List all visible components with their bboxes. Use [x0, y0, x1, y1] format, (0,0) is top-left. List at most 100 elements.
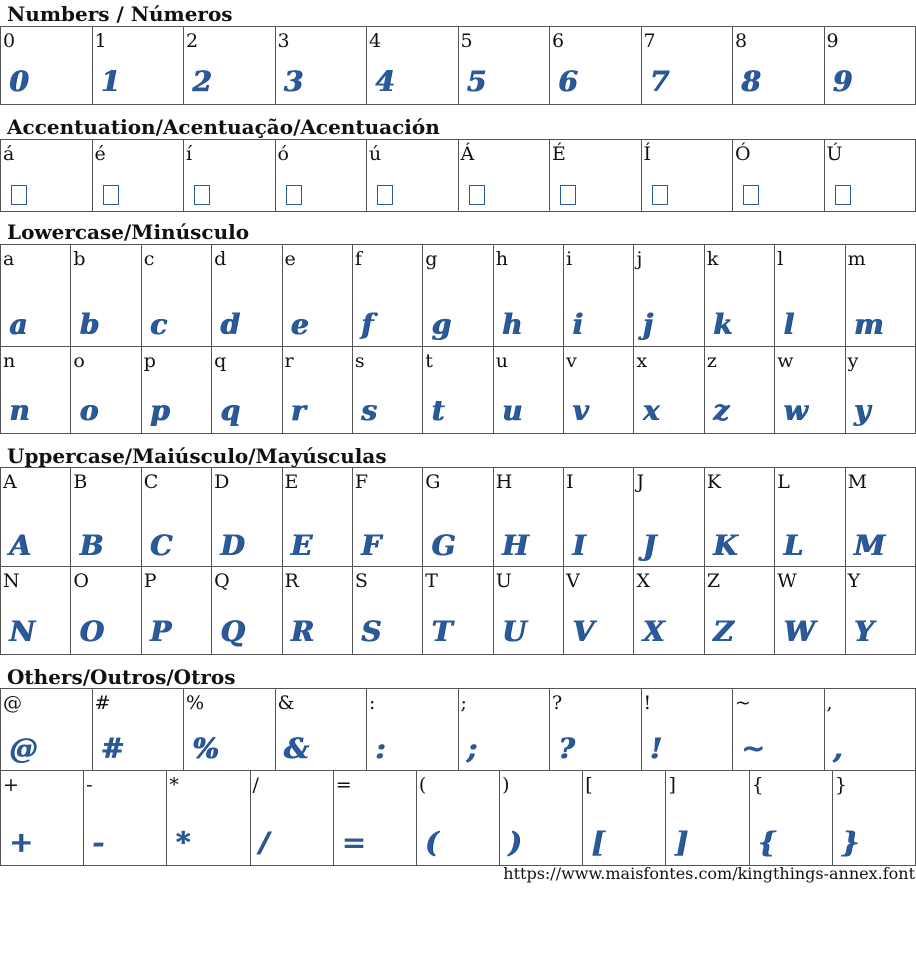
char-label: / [252, 774, 259, 796]
font-glyph: c [149, 308, 167, 341]
font-glyph: n [9, 394, 30, 427]
char-label: K [706, 471, 722, 493]
char-label: ú [369, 143, 382, 165]
char-label: ( [418, 774, 427, 796]
char-label: p [143, 350, 156, 372]
font-glyph: C [149, 529, 173, 562]
font-glyph: l [783, 308, 794, 341]
char-label: J [636, 471, 645, 493]
char-label: L [777, 471, 790, 493]
char-label: X [636, 570, 650, 592]
font-glyph: Y [853, 615, 874, 648]
char-cell: é [91, 139, 184, 212]
char-label: 3 [277, 30, 290, 52]
font-glyph: ; [466, 732, 477, 765]
char-cell: ;; [457, 688, 550, 772]
source-url[interactable]: https://www.maisfontes.com/kingthings-an… [503, 864, 915, 883]
font-glyph: w [783, 394, 808, 427]
char-label: C [143, 471, 159, 493]
char-label: f [354, 248, 362, 270]
char-label: A [3, 471, 17, 493]
font-glyph: r [290, 394, 306, 427]
section-title: Accentuation/Acentuação/Acentuación [7, 115, 440, 139]
font-glyph: - [92, 826, 104, 859]
char-cell: í [183, 139, 276, 212]
char-label: Á [460, 143, 475, 165]
char-label: x [636, 350, 648, 372]
font-glyph: O [79, 615, 104, 648]
char-label: % [186, 692, 205, 714]
font-glyph: ! [649, 732, 662, 765]
char-label: 1 [94, 30, 107, 52]
char-label: u [495, 350, 508, 372]
char-label: P [143, 570, 157, 592]
char-label: Í [643, 143, 652, 165]
char-label: Y [847, 570, 861, 592]
char-label: E [284, 471, 299, 493]
font-glyph: 1 [100, 65, 120, 98]
font-glyph: f [360, 308, 373, 341]
font-glyph: a [9, 308, 28, 341]
char-label: k [706, 248, 719, 270]
font-glyph: I [572, 529, 586, 562]
char-label: Z [706, 570, 721, 592]
char-label: & [277, 692, 295, 714]
char-label: ; [460, 692, 467, 714]
missing-glyph-box [743, 185, 759, 205]
char-label: 6 [552, 30, 565, 52]
char-cell: ,, [823, 688, 916, 772]
font-glyph: D [220, 529, 245, 562]
font-glyph: b [79, 308, 99, 341]
font-glyph: 0 [9, 65, 29, 98]
char-label: t [425, 350, 433, 372]
char-label: ó [277, 143, 289, 165]
font-glyph: e [290, 308, 309, 341]
char-label: @ [3, 692, 22, 714]
font-glyph: G [431, 529, 456, 562]
char-label: + [3, 774, 19, 796]
font-glyph: k [712, 308, 733, 341]
char-label: 0 [3, 30, 16, 52]
char-label: a [3, 248, 15, 270]
font-glyph: m [853, 308, 884, 341]
font-glyph: K [712, 529, 738, 562]
char-label: 7 [643, 30, 656, 52]
char-cell: ~ ~ [732, 688, 825, 772]
char-label: G [425, 471, 441, 493]
char-cell: ?? [549, 688, 642, 772]
char-label: h [495, 248, 508, 270]
char-cell: Á [457, 139, 550, 212]
font-glyph: 8 [741, 65, 761, 98]
font-glyph: t [431, 394, 445, 427]
char-label: H [495, 471, 513, 493]
char-label: á [3, 143, 15, 165]
font-glyph: h [501, 308, 523, 341]
char-cell: ó [274, 139, 367, 212]
char-label: 9 [826, 30, 839, 52]
char-label: [ [585, 774, 593, 796]
font-glyph: A [9, 529, 31, 562]
char-cell: + + [0, 770, 85, 866]
font-glyph: p [149, 394, 170, 427]
missing-glyph-box [377, 185, 393, 205]
missing-glyph-box [102, 185, 119, 205]
font-glyph: : [375, 732, 386, 765]
char-label: l [777, 248, 784, 270]
char-cell: Í [640, 139, 733, 212]
